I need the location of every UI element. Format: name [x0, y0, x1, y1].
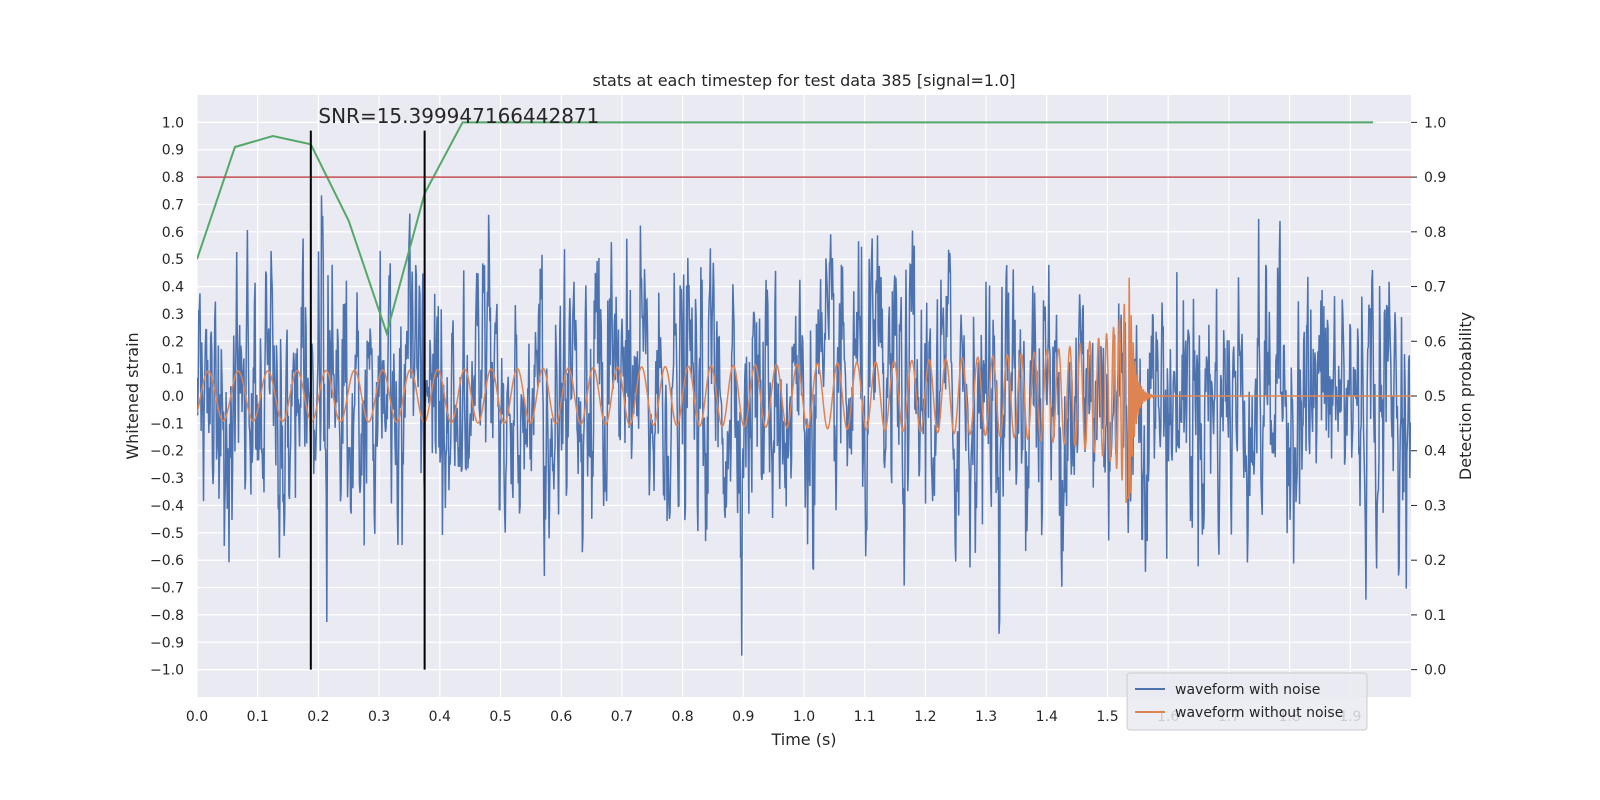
y-tick-label: 0.0 — [162, 389, 184, 405]
y-right-tick-label: 0.7 — [1424, 280, 1446, 296]
x-tick-label: 1.3 — [975, 709, 997, 725]
y-right-tick-label: 0.3 — [1424, 498, 1446, 514]
series-line-waveform-with-noise — [197, 195, 1411, 656]
y-tick-label: −1.0 — [150, 663, 184, 679]
y-tick-label: 0.9 — [162, 143, 184, 159]
x-tick-label: 1.4 — [1036, 709, 1058, 725]
y-right-tick-label: 0.5 — [1424, 389, 1446, 405]
legend-label-noise: waveform with noise — [1175, 682, 1320, 698]
x-tick-label: 0.8 — [671, 709, 693, 725]
series-line-waveform-without-noise — [197, 277, 1411, 504]
snr-annotation: SNR=15.399947166442871 — [318, 104, 599, 128]
x-tick-label: 0.0 — [186, 709, 208, 725]
legend: waveform with noise waveform without noi… — [1126, 672, 1368, 731]
y-right-tick-label: 0.6 — [1424, 334, 1446, 350]
x-tick-label: 0.2 — [307, 709, 329, 725]
y-tick-label: −0.4 — [150, 498, 184, 514]
y-tick-label: −0.5 — [150, 526, 184, 542]
x-tick-label: 0.3 — [368, 709, 390, 725]
y-tick-label: 0.1 — [162, 362, 184, 378]
y-tick-label: −0.8 — [150, 608, 184, 624]
x-tick-label: 1.1 — [854, 709, 876, 725]
y-tick-label: −0.1 — [150, 416, 184, 432]
y-tick-label: 0.5 — [162, 252, 184, 268]
y-tick-label: 0.6 — [162, 225, 184, 241]
legend-label-clean: waveform without noise — [1175, 705, 1343, 721]
x-tick-label: 1.5 — [1096, 709, 1118, 725]
y-tick-label: 1.0 — [162, 115, 184, 131]
y-axis-ticks: 1.0 0.9 0.8 0.7 0.6 0.5 0.4 0.3 0.2 0.1 0.0 −0.1 −0.… — [150, 115, 184, 678]
y-right-tick-label: 0.1 — [1424, 608, 1446, 624]
y-right-tick-label: 0.2 — [1424, 553, 1446, 569]
y-right-tick-label: 0.4 — [1424, 444, 1446, 460]
y-tick-label: 0.3 — [162, 307, 184, 323]
chart-title: stats at each timestep for test data 385… — [592, 71, 1015, 90]
y-right-axis-ticks: 1.0 0.9 0.8 0.7 0.6 0.5 0.4 0.3 0.2 0.1 0.0 — [1411, 115, 1446, 679]
series-line-detection-probability — [197, 121, 1374, 337]
y-tick-label: −0.6 — [150, 553, 184, 569]
x-tick-label: 0.9 — [732, 709, 754, 725]
x-tick-label: 1.2 — [914, 709, 936, 725]
y-axis-label: Whitened strain — [123, 332, 142, 459]
legend-box — [1126, 672, 1368, 731]
y-right-tick-label: 1.0 — [1424, 115, 1446, 131]
y-tick-label: −0.9 — [150, 635, 184, 651]
x-tick-label: 0.7 — [611, 709, 633, 725]
x-tick-label: 0.5 — [489, 709, 511, 725]
x-tick-label: 0.4 — [429, 709, 451, 725]
y-tick-label: 0.2 — [162, 334, 184, 350]
y-right-tick-label: 0.9 — [1424, 170, 1446, 186]
y-tick-label: 0.4 — [162, 280, 184, 296]
y-tick-label: 0.8 — [162, 170, 184, 186]
y-tick-label: −0.2 — [150, 444, 184, 460]
series-layer — [197, 121, 1411, 670]
x-tick-label: 1.0 — [793, 709, 815, 725]
x-axis-label: Time (s) — [770, 730, 836, 749]
y-tick-label: −0.7 — [150, 581, 184, 597]
y-right-axis-label: Detection probability — [1456, 312, 1475, 480]
x-tick-label: 0.6 — [550, 709, 572, 725]
y-right-tick-label: 0.0 — [1424, 663, 1446, 679]
x-tick-label: 0.1 — [247, 709, 269, 725]
y-right-tick-label: 0.8 — [1424, 225, 1446, 241]
y-tick-label: −0.3 — [150, 471, 184, 487]
y-tick-label: 0.7 — [162, 197, 184, 213]
